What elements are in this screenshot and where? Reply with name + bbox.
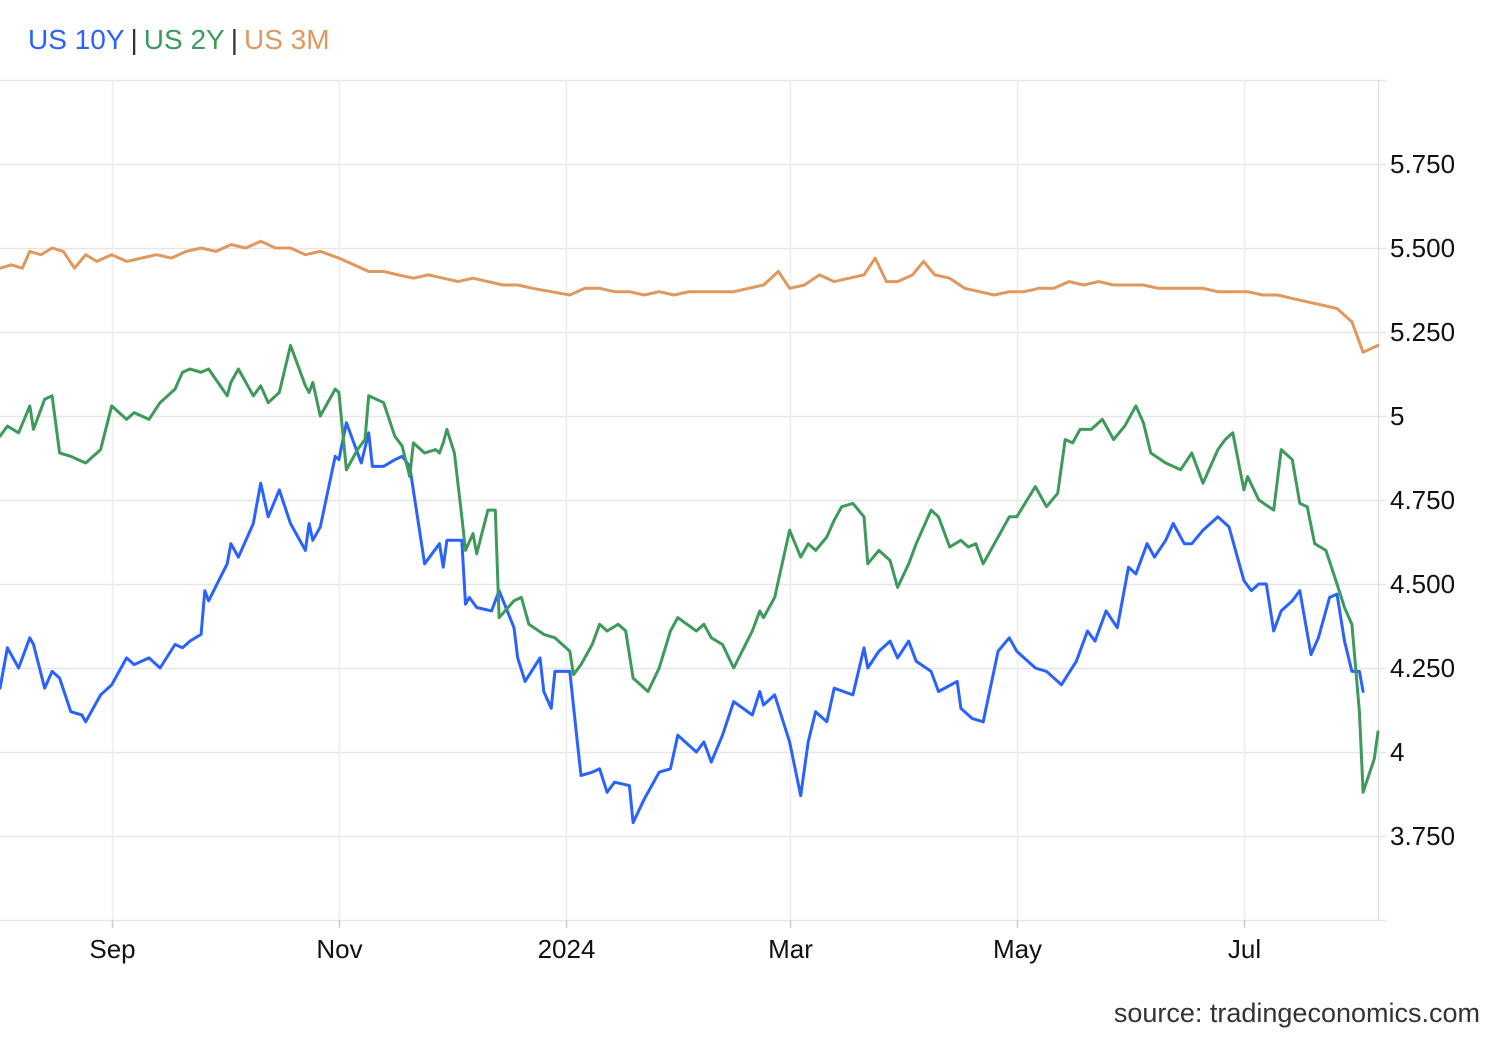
y-tick-label: 5 [1390, 401, 1404, 431]
chart-series [0, 239, 1380, 825]
x-tick-label: May [993, 934, 1042, 964]
chart-legend: US 10Y | US 2Y | US 3M [28, 22, 330, 58]
legend-separator: | [230, 24, 238, 55]
y-tick-label: 4 [1390, 737, 1404, 767]
y-tick-label: 3.750 [1390, 821, 1455, 851]
y-tick-label: 5.500 [1390, 233, 1455, 263]
x-tick-label: Mar [768, 934, 813, 964]
source-credit: source: tradingeconomics.com [1113, 998, 1480, 1028]
legend-us3m[interactable]: US 3M [244, 24, 330, 55]
legend-us10y[interactable]: US 10Y [28, 24, 125, 55]
x-tick-label: Sep [89, 934, 135, 964]
series-line-us10y [0, 421, 1365, 825]
series-line-us2y [0, 343, 1380, 794]
y-tick-label: 4.750 [1390, 485, 1455, 515]
y-tick-label: 5.750 [1390, 149, 1455, 179]
chart-grid [0, 79, 1386, 928]
legend-separator: | [130, 24, 138, 55]
x-tick-label: Jul [1228, 934, 1261, 964]
y-tick-label: 4.500 [1390, 569, 1455, 599]
x-tick-label: Nov [316, 934, 362, 964]
series-line-us3m [0, 239, 1380, 354]
x-axis-ticks: Sep Nov 2024 Mar May Jul [89, 934, 1261, 964]
x-tick-label: 2024 [538, 934, 596, 964]
legend-us2y[interactable]: US 2Y [143, 24, 225, 55]
y-tick-label: 4.250 [1390, 653, 1455, 683]
y-tick-label: 5.250 [1390, 317, 1455, 347]
y-axis-ticks: 3.750 4 4.250 4.500 4.750 5 5.250 5.500 5.750 [1390, 149, 1455, 851]
